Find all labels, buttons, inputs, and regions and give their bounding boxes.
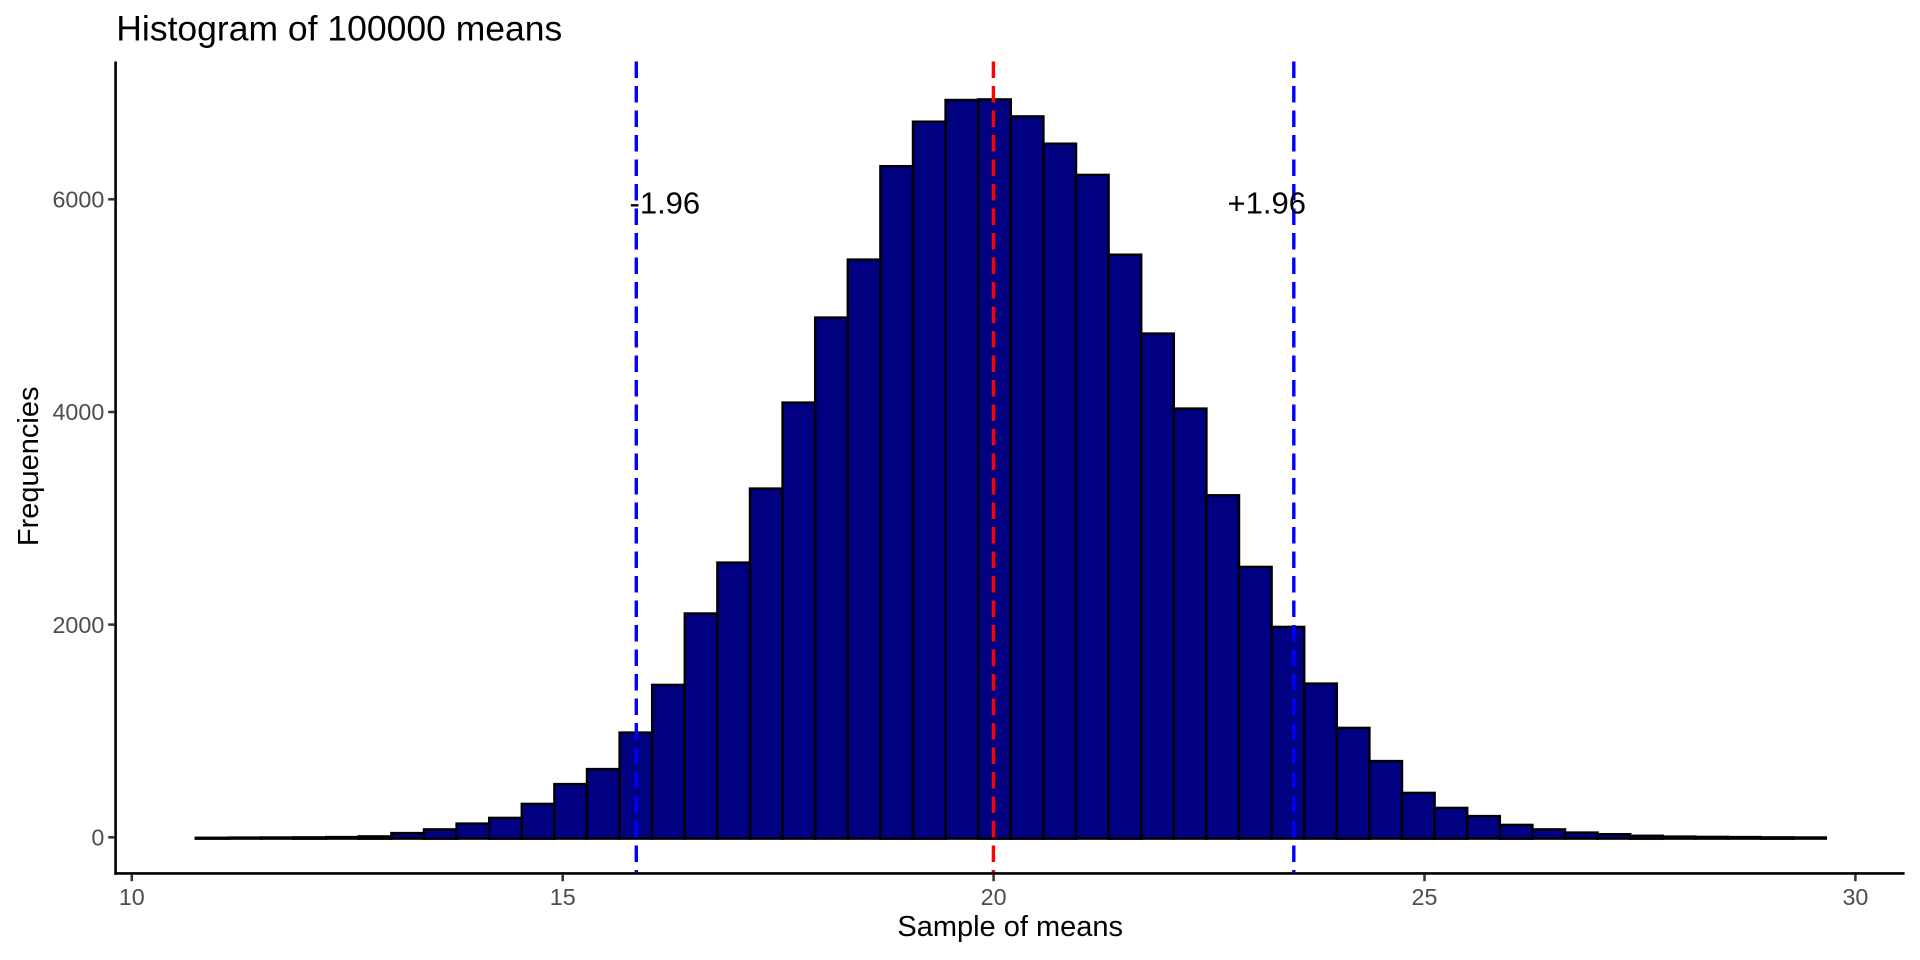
svg-text:+1.96: +1.96 (1228, 186, 1306, 221)
svg-text:Sample of means: Sample of means (897, 911, 1123, 943)
svg-text:Frequencies: Frequencies (13, 387, 45, 547)
svg-text:2000: 2000 (52, 612, 104, 638)
svg-text:4000: 4000 (52, 399, 104, 425)
svg-text:30: 30 (1842, 884, 1868, 910)
svg-text:10: 10 (119, 884, 145, 910)
svg-text:25: 25 (1412, 884, 1438, 910)
svg-text:15: 15 (550, 884, 576, 910)
svg-text:6000: 6000 (52, 187, 104, 213)
svg-text:20: 20 (981, 884, 1007, 910)
svg-text:Histogram of 100000 means: Histogram of 100000 means (116, 9, 562, 49)
svg-text:-1.96: -1.96 (630, 186, 701, 221)
svg-text:0: 0 (91, 825, 104, 851)
